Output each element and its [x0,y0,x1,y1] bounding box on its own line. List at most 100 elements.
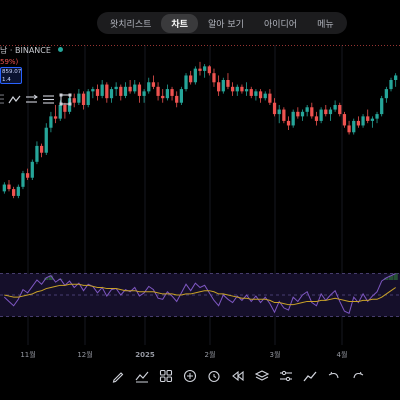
candle-body [119,86,123,96]
candle-body [25,173,30,178]
candle-body [333,105,337,110]
candle-body [296,111,300,117]
candle-body [198,68,202,71]
rewind-icon[interactable] [230,369,245,384]
tab-watchlist[interactable]: 왓치리스트 [110,19,152,30]
market-status-dot [58,47,63,52]
candle-body [189,75,193,83]
price-box[interactable]: 859.07 1.4 [0,67,22,84]
x-axis-tick-label: 2월 [205,350,216,359]
candle-body [100,84,104,96]
candle-body [30,161,34,178]
rsi-ma-line [4,283,396,306]
parallel-lines-icon[interactable] [25,93,38,106]
candle-body [123,86,128,96]
candle-body [58,105,62,119]
candle-body [86,91,90,105]
candle-body [77,93,81,103]
candle-body [352,120,356,133]
pencil-icon[interactable] [110,369,125,384]
candle-body [370,118,375,121]
candle-body [356,120,361,126]
alarm-clock-icon[interactable] [206,369,221,384]
plus-circle-icon[interactable] [182,369,197,384]
candle-body [286,120,291,126]
grid-icon[interactable] [158,369,173,384]
rsi-pane [0,273,400,317]
x-axis-tick-label: 2025 [135,351,155,359]
candle-body [384,89,388,99]
candle-body [254,91,258,96]
candle-body [258,91,263,99]
candle-body [310,107,314,117]
candle-body [72,98,76,103]
candle-body [109,89,114,99]
candle-body [63,105,67,112]
bottom-toolbar [110,362,400,390]
candle-body [380,98,384,115]
candle-body [165,89,170,99]
candle-body [249,89,253,96]
candle-body [324,109,328,115]
candle-body [91,89,95,92]
candle-body [161,95,165,99]
candle-body [272,102,277,115]
candle-body [39,145,44,153]
symbol-title[interactable]: 남 · BINANCE [0,46,51,55]
candle-body [179,89,183,103]
candle-body [235,86,239,92]
candle-body [282,109,286,121]
drag-handle-icon[interactable] [0,93,4,106]
layers-icon[interactable] [254,369,269,384]
candle-body [193,68,197,83]
top-tab-bar: 왓치리스트 차트 알아 보기 아이디어 메뉴 [97,12,347,34]
candle-body [203,66,207,71]
sliders-icon[interactable] [278,369,293,384]
candle-body [114,86,118,90]
candle-body [170,89,174,96]
candle-body [268,93,272,103]
candle-body [230,86,235,92]
candle-body [7,184,11,190]
indicators-icon[interactable] [134,369,149,384]
candle-body [338,105,342,115]
candle-body [300,111,305,117]
candle-body [49,116,53,128]
candle-body [366,116,370,121]
candle-body [105,84,109,99]
candle-body [21,173,25,187]
tab-explore[interactable]: 알아 보기 [207,19,244,30]
candle-body [151,82,156,87]
rectangle-icon[interactable] [59,93,72,106]
candle-body [217,82,221,92]
redo-icon[interactable] [350,369,365,384]
rsi-line [3,273,396,314]
undo-icon[interactable] [326,369,341,384]
trend-line-icon[interactable] [302,369,317,384]
tab-ideas[interactable]: 아이디어 [263,19,298,30]
menu-lines-icon[interactable] [42,93,55,106]
x-axis-tick-label: 11월 [20,350,35,359]
candle-body [81,93,86,105]
candle-body [207,66,211,74]
candle-body [133,84,137,92]
trend-line-icon[interactable] [8,93,21,106]
candle-body [361,116,365,126]
candle-body [16,186,20,196]
candle-body [12,189,16,196]
candle-body [244,89,249,92]
price-change: 59%) [0,58,19,66]
x-axis-tick-label: 3월 [270,350,281,359]
candle-body [263,93,267,99]
candle-body [175,95,179,103]
candle-body [291,111,295,126]
candle-body [95,89,100,96]
candle-body [44,127,48,153]
candle-body [137,84,142,96]
candle-body [147,82,151,92]
tab-menu[interactable]: 메뉴 [317,19,334,30]
drawing-toolbar [0,90,72,108]
candle-body [328,109,333,115]
tab-chart[interactable]: 차트 [161,13,198,33]
